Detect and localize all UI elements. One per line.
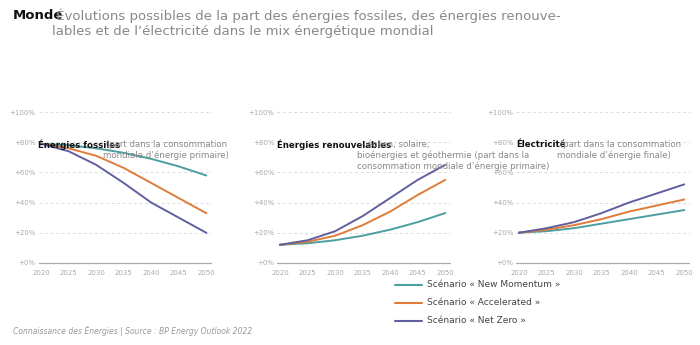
Text: – éolien, solaire,
bioénergies et géothermie (part dans la
consommation mondiale: – éolien, solaire, bioénergies et géothe…	[356, 140, 549, 171]
Text: (part dans la consommation
mondiale d’énergie finale): (part dans la consommation mondiale d’én…	[557, 140, 681, 160]
Text: Scénario « Accelerated »: Scénario « Accelerated »	[427, 298, 540, 307]
Text: Connaissance des Énergies | Source : BP Energy Outlook 2022: Connaissance des Énergies | Source : BP …	[13, 326, 252, 336]
Text: (part dans la consommation
mondiale d’énergie primaire): (part dans la consommation mondiale d’én…	[103, 140, 229, 160]
Text: Scénario « Net Zero »: Scénario « Net Zero »	[427, 316, 526, 325]
Text: Énergies fossiles: Énergies fossiles	[38, 140, 120, 150]
Text: Monde: Monde	[13, 9, 63, 22]
Text: Énergies renouvelables: Énergies renouvelables	[277, 140, 392, 150]
Text: Électricité: Électricité	[517, 140, 566, 149]
Text: Scénario « New Momentum »: Scénario « New Momentum »	[427, 280, 561, 289]
Text: Évolutions possibles de la part des énergies fossiles, des énergies renouve-
lab: Évolutions possibles de la part des éner…	[52, 9, 561, 38]
